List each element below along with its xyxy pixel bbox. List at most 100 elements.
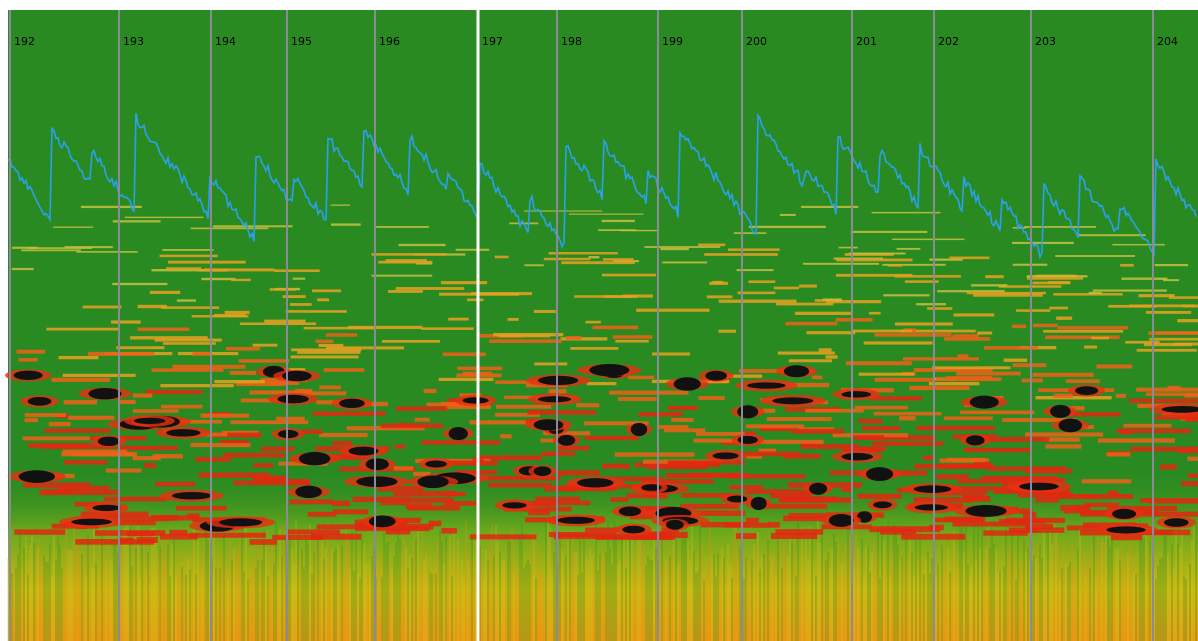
harmonic [583,421,649,426]
harmonic [871,211,941,214]
harmonic [407,505,461,511]
harmonic [22,436,90,441]
harmonic [612,335,653,339]
harmonic [145,389,203,395]
harmonic [1107,490,1119,497]
harmonic [103,496,168,502]
harmonic [231,278,251,282]
harmonic [305,391,347,396]
harmonic [894,470,928,476]
harmonic [548,252,618,255]
harmonic [1184,393,1198,398]
harmonic [204,268,275,272]
harmonic [1080,529,1116,536]
harmonic [952,334,979,338]
harmonic [1120,263,1134,267]
harmonic [1148,331,1198,335]
harmonic [656,425,689,430]
harmonic [352,496,410,503]
harmonic [1060,504,1091,511]
harmonic [800,444,859,450]
harmonic [455,248,490,251]
harmonic [44,428,111,433]
harmonic [1187,473,1198,478]
harmonic [290,355,359,359]
note [577,478,614,488]
harmonic [469,420,544,425]
harmonic [788,359,833,363]
note [622,525,646,534]
harmonic [405,503,433,509]
harmonic [423,388,437,394]
harmonic [166,267,202,270]
note [295,485,323,499]
harmonic [869,526,941,533]
harmonic [570,347,619,350]
harmonic [137,304,167,309]
harmonic [916,303,946,306]
note [97,436,120,447]
harmonic [927,307,953,310]
harmonic [149,290,181,294]
harmonic [164,419,222,424]
harmonic [132,409,179,413]
harmonic [62,449,128,454]
harmonic [230,420,309,425]
harmonic [445,405,491,410]
harmonic [1088,291,1102,295]
harmonic [1121,277,1168,280]
harmonic [1145,310,1192,314]
harmonic [312,289,342,293]
harmonic [759,439,824,444]
harmonic [663,428,706,433]
note [1106,526,1146,534]
harmonic [124,216,204,219]
note [641,484,662,491]
harmonic [698,243,726,247]
harmonic [928,382,980,386]
harmonic [482,475,561,481]
harmonic [297,350,361,354]
harmonic [346,426,425,431]
harmonic [325,333,358,337]
harmonic [667,405,698,411]
harmonic [75,539,155,545]
harmonic [23,482,91,488]
harmonic [385,259,427,262]
harmonic [214,379,265,384]
note [71,518,112,526]
harmonic [952,521,1032,527]
harmonic [709,281,728,285]
bar-number: 199 [662,35,683,48]
harmonic [495,404,552,409]
harmonic [874,333,952,337]
harmonic [543,257,591,261]
harmonic [944,337,991,341]
harmonic [301,429,323,435]
harmonic [957,354,969,358]
harmonic [1125,340,1160,344]
harmonic [195,456,231,462]
harmonic [495,412,541,417]
harmonic [14,529,66,535]
harmonic [223,452,285,458]
harmonic [11,267,34,271]
note [727,495,748,503]
harmonic [576,403,600,408]
harmonic [854,405,908,410]
harmonic [1043,494,1100,500]
note [737,405,759,419]
harmonic [1091,336,1109,340]
harmonic [500,434,512,439]
harmonic [1167,385,1181,390]
harmonic [24,413,66,417]
harmonic [671,418,694,422]
harmonic [647,492,665,498]
harmonic [936,474,969,480]
harmonic [835,318,873,322]
harmonic [835,273,913,277]
harmonic [1035,497,1059,503]
harmonic [1025,432,1104,437]
harmonic [868,311,881,315]
harmonic [155,481,195,487]
